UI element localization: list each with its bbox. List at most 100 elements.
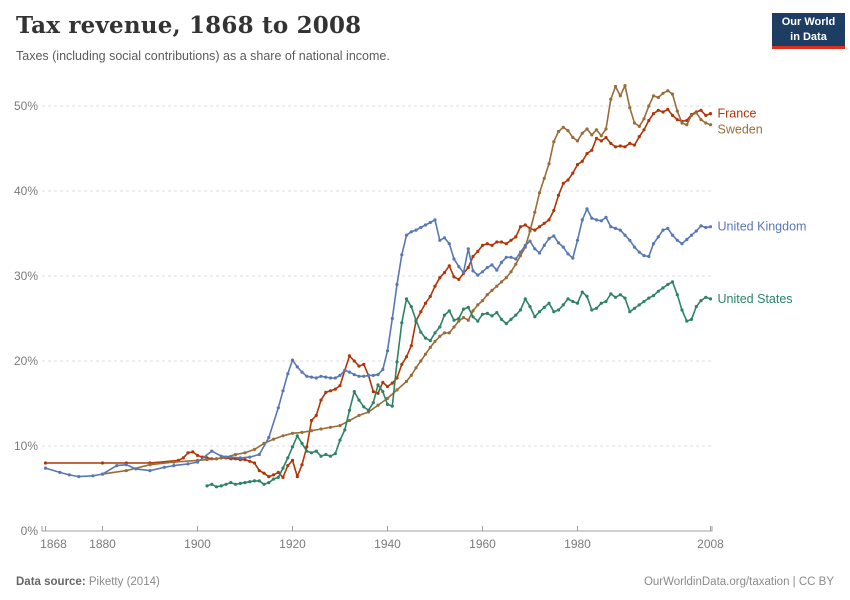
data-point [324, 390, 328, 394]
data-point [580, 131, 584, 135]
data-point [428, 294, 432, 298]
data-point [338, 438, 342, 442]
data-point [352, 359, 356, 363]
data-point [509, 270, 513, 274]
x-tick-label: 1920 [279, 537, 306, 551]
data-point [547, 301, 551, 305]
y-tick-label: 40% [14, 184, 38, 198]
data-point [381, 380, 385, 384]
data-point [651, 294, 656, 298]
data-point [556, 241, 561, 245]
data-point [599, 219, 603, 223]
data-point [314, 413, 318, 417]
data-point [409, 373, 413, 377]
y-tick-label: 30% [14, 269, 38, 283]
data-point [537, 225, 542, 229]
data-point [566, 297, 570, 301]
data-point [642, 254, 646, 258]
data-point [547, 218, 551, 222]
data-point [371, 401, 375, 405]
data-point [471, 254, 475, 259]
data-point [162, 465, 166, 469]
data-point [281, 434, 285, 438]
data-point [689, 233, 694, 237]
data-point [457, 265, 461, 269]
data-point [499, 260, 504, 264]
data-point [609, 141, 613, 145]
owid-logo[interactable]: Our World in Data [772, 13, 845, 49]
data-point [561, 125, 565, 129]
footer-citation-link[interactable]: OurWorldinData.org/taxation | CC BY [643, 576, 834, 588]
data-point [362, 374, 366, 378]
data-point [514, 313, 518, 317]
series-united-states [205, 280, 713, 489]
data-point [632, 121, 637, 125]
data-point [675, 109, 679, 113]
data-point [409, 230, 413, 234]
data-point [495, 240, 499, 244]
data-point [100, 461, 105, 465]
data-point [461, 271, 466, 275]
data-point [305, 445, 309, 449]
data-point [599, 139, 603, 143]
x-tick-label: 1960 [469, 537, 496, 551]
chart-footer: Data source: Piketty (2014) OurWorldinDa… [0, 576, 850, 588]
data-point [523, 223, 527, 227]
data-point [523, 297, 527, 301]
data-point [314, 449, 318, 453]
data-point [319, 427, 323, 431]
data-point [286, 372, 290, 376]
data-point [423, 223, 428, 227]
data-point [590, 148, 594, 152]
data-point [542, 305, 546, 309]
data-point [214, 485, 219, 489]
data-point [518, 254, 523, 258]
data-point [504, 255, 508, 259]
data-point [58, 470, 62, 474]
data-point [438, 238, 442, 242]
data-point [613, 226, 618, 230]
data-point [604, 135, 608, 140]
data-point [708, 123, 713, 127]
data-point [376, 391, 380, 395]
data-point [390, 381, 394, 385]
data-point [452, 318, 456, 322]
data-point [490, 314, 494, 318]
data-point [414, 318, 418, 322]
data-point [594, 218, 599, 222]
data-point [485, 293, 489, 297]
data-point [495, 268, 499, 272]
data-point [328, 454, 333, 458]
data-point [580, 159, 584, 163]
data-point [248, 455, 252, 459]
data-point [618, 144, 622, 148]
data-point [504, 322, 508, 326]
data-point [533, 210, 537, 214]
data-point [324, 375, 328, 379]
data-point [632, 306, 637, 310]
data-point [423, 352, 428, 356]
data-point [466, 318, 470, 322]
data-point [457, 277, 461, 281]
data-source-value: Piketty (2014) [85, 576, 160, 588]
data-point [419, 225, 423, 230]
data-point [134, 467, 138, 471]
data-point [542, 176, 546, 180]
data-point [191, 450, 195, 454]
data-point [623, 296, 627, 300]
data-point [252, 447, 257, 451]
data-point [476, 249, 480, 253]
data-point [376, 403, 380, 407]
data-point [637, 250, 641, 254]
data-point [290, 358, 295, 362]
data-point [490, 243, 494, 247]
data-point [666, 89, 670, 93]
series-line [44, 208, 712, 478]
data-point [390, 404, 394, 408]
data-point [43, 461, 48, 465]
y-tick-label: 10% [14, 439, 38, 453]
data-point [623, 145, 627, 149]
data-point [419, 330, 423, 334]
data-point [257, 469, 261, 473]
